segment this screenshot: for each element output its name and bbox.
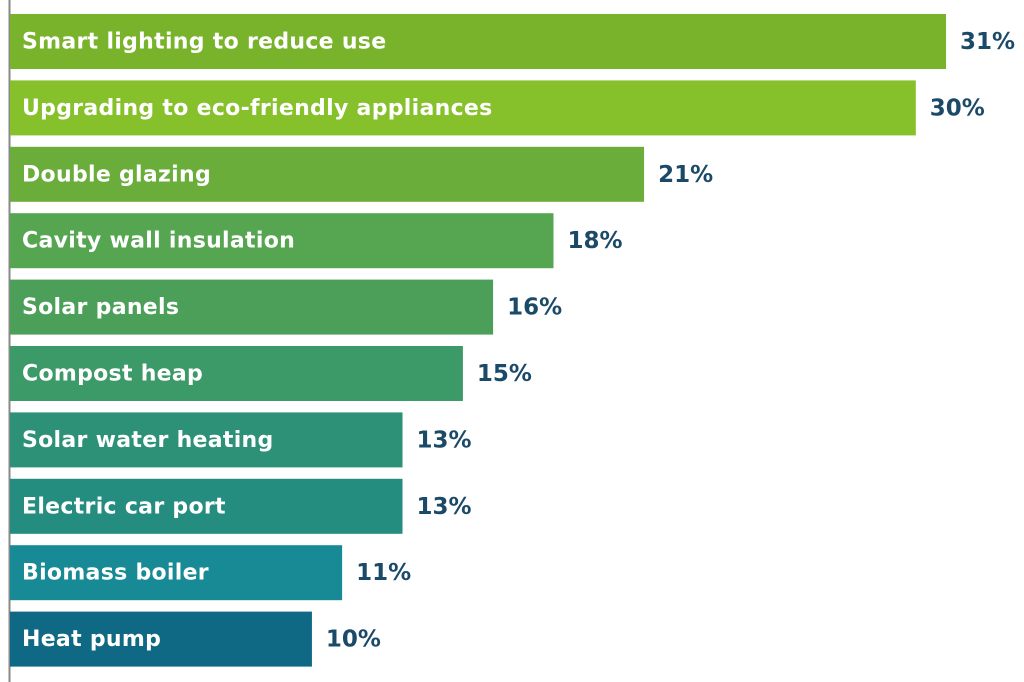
bar [10,146,645,202]
category-label: Cavity wall insulation [22,229,295,254]
category-label: Solar water heating [22,428,274,453]
value-label: 18% [567,228,622,254]
category-label: Solar panels [22,295,179,320]
value-label: 30% [930,95,985,121]
value-label: 21% [658,162,713,188]
value-label: 16% [507,295,562,321]
category-label: Smart lighting to reduce use [22,30,386,55]
category-label: Double glazing [22,162,211,187]
category-label: Electric car port [22,494,226,519]
bar [10,545,343,601]
value-label: 10% [326,627,381,653]
category-label: Biomass boiler [22,561,209,586]
value-label: 13% [417,427,472,453]
bar [10,279,494,335]
value-label: 11% [356,560,411,586]
bar [10,80,916,136]
category-label: Upgrading to eco-friendly appliances [22,96,493,121]
category-label: Compost heap [22,362,203,387]
category-label: Heat pump [22,627,161,652]
value-label: 13% [417,494,472,520]
value-label: 31% [960,29,1015,55]
value-label: 15% [477,361,532,387]
bar [10,14,946,69]
bar [10,478,403,534]
bar [10,213,554,269]
bar [10,346,463,401]
bar [10,611,312,667]
bar [10,412,403,468]
